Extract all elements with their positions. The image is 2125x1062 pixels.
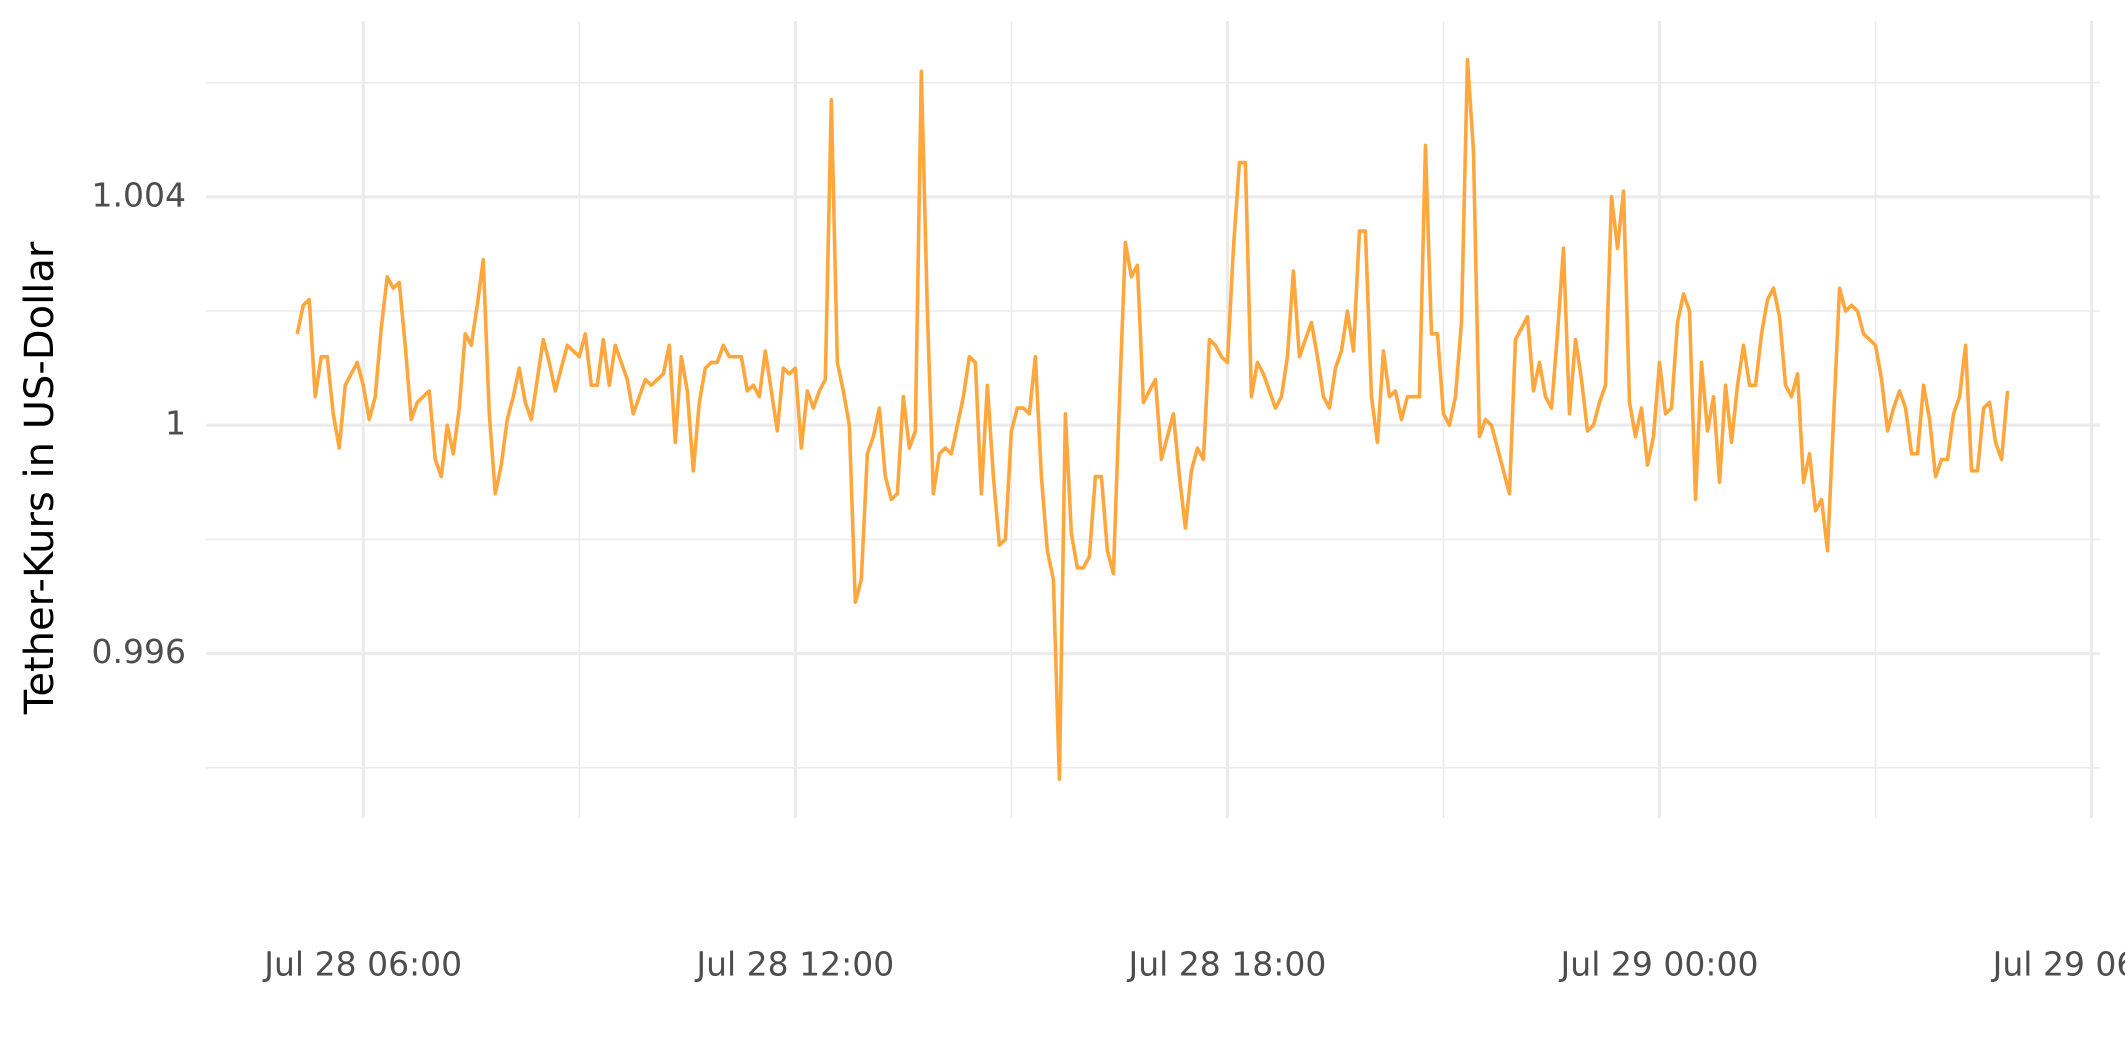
- marks: [295, 58, 2010, 781]
- y-tick-label: 0.996: [92, 632, 186, 671]
- price-line: [295, 58, 2010, 781]
- y-tick-label: 1: [165, 404, 186, 443]
- x-tick-label: Jul 29 00:00: [1559, 945, 1759, 984]
- y-tick-label: 1.004: [92, 175, 186, 214]
- y-axis-title: Tether-Kurs in US-Dollar: [17, 241, 63, 715]
- grid: [206, 21, 2100, 818]
- x-tick-label: Jul 28 18:00: [1126, 945, 1326, 984]
- x-tick-label: Jul 28 06:00: [262, 945, 462, 984]
- x-tick-label: Jul 29 06:00: [1991, 945, 2125, 984]
- x-tick-label: Jul 28 12:00: [694, 945, 894, 984]
